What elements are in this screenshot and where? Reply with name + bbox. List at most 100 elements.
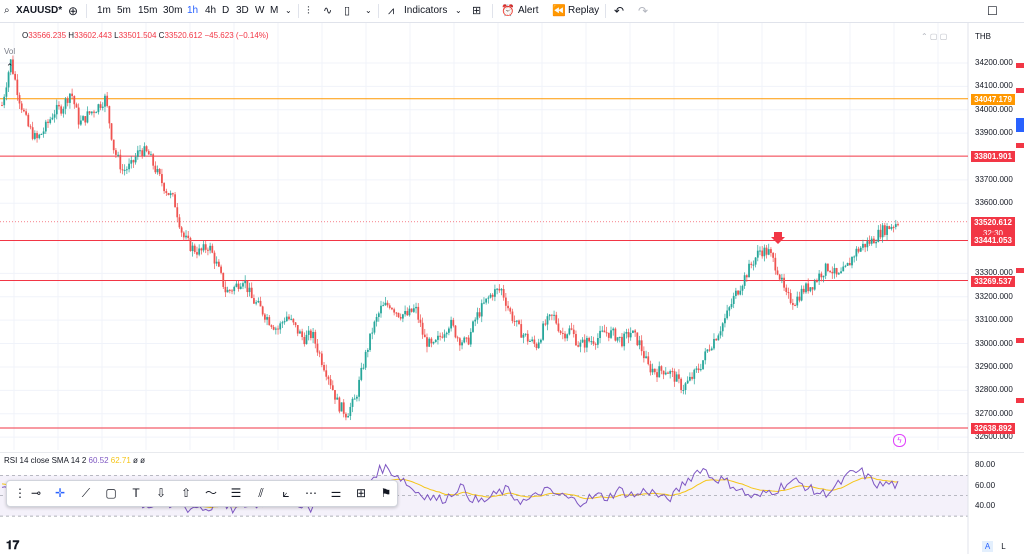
interval-15m[interactable]: 15m	[138, 5, 158, 16]
ohlc-value-c: 33520.612	[164, 31, 203, 40]
candle-body	[75, 104, 78, 108]
chevron-down-icon[interactable]: ⌄	[285, 6, 292, 15]
candle-body	[345, 413, 347, 418]
candle-body	[524, 333, 527, 335]
candle-body	[829, 271, 831, 273]
candle-body	[391, 307, 393, 310]
lightning-icon[interactable]: ϟ	[893, 434, 906, 447]
trend-line-icon[interactable]: ⟋	[81, 486, 91, 500]
candle-body	[450, 319, 452, 329]
candle-body	[437, 335, 439, 340]
candle-body	[388, 305, 391, 308]
candle-body	[121, 169, 124, 171]
candle-body	[616, 337, 619, 341]
crosshair-icon[interactable]: ✛	[54, 486, 66, 500]
add-symbol-icon[interactable]: ⊕	[68, 4, 79, 18]
interval-w[interactable]: W	[255, 5, 265, 16]
price-axis-tick: 33600.000	[975, 198, 1013, 208]
candle-body	[851, 256, 853, 266]
fib-fan-icon[interactable]: ⟀	[282, 486, 290, 500]
replay-button[interactable]: Replay	[568, 5, 600, 16]
arrow-down-icon[interactable]: ⇩	[155, 486, 167, 500]
candle-body	[445, 332, 448, 335]
indicators-button[interactable]: Indicators	[404, 5, 448, 16]
tradingview-logo: 𝟏𝟕	[6, 538, 20, 552]
countdown-timer: 32:30	[982, 228, 1004, 238]
pane-controls-icon[interactable]: ⌃ ▢ ▢	[921, 32, 948, 41]
redo-icon[interactable]: ↷	[638, 4, 649, 18]
candle-body	[320, 353, 323, 365]
candle-body	[419, 319, 422, 323]
alert-clock-icon[interactable]: ⏰	[501, 5, 515, 17]
interval-3d[interactable]: 3D	[236, 5, 249, 16]
candle-body	[95, 112, 98, 114]
candle-body	[152, 154, 155, 166]
interval-30m[interactable]: 30m	[163, 5, 183, 16]
log-scale-button[interactable]: L	[1001, 542, 1006, 551]
fullscreen-icon[interactable]: ☐	[987, 4, 998, 18]
currency-label[interactable]: THB	[975, 32, 991, 41]
symbol-search-icon[interactable]: ⌕	[4, 5, 10, 16]
parallel-channel-icon[interactable]: ⫽	[258, 486, 264, 500]
rectangle-icon[interactable]: ▢	[105, 486, 117, 500]
interval-m[interactable]: M	[270, 5, 279, 16]
symbol-name[interactable]: XAUUSD*	[16, 5, 63, 16]
candle-body	[16, 79, 19, 96]
candle-body	[489, 294, 492, 298]
candle-body	[509, 308, 512, 312]
text-icon[interactable]: T	[132, 486, 140, 500]
crosshair-box-icon[interactable]: ⊞	[355, 486, 367, 500]
candle-body	[645, 356, 647, 359]
candle-body	[49, 119, 52, 123]
fib-retracement-icon[interactable]: ⋯	[305, 486, 317, 500]
candle-body	[465, 337, 468, 339]
undo-icon[interactable]: ↶	[614, 4, 625, 18]
rail-marker	[1016, 118, 1024, 132]
price-chart[interactable]	[0, 0, 1024, 452]
collapse-legend-icon[interactable]: ⌃	[6, 62, 14, 72]
candle-style-icon[interactable]: ▯	[344, 5, 351, 17]
candle-body	[816, 280, 818, 282]
candle-body	[79, 120, 82, 125]
candle-body	[870, 238, 873, 244]
candle-body	[123, 169, 126, 171]
candle-body	[174, 194, 176, 208]
candle-body	[686, 380, 689, 384]
interval-d[interactable]: D	[222, 5, 230, 16]
interval-4h[interactable]: 4h	[205, 5, 217, 16]
candle-body	[355, 396, 358, 399]
candle-body	[423, 334, 426, 338]
flag-icon[interactable]: ⚑	[380, 486, 392, 500]
volume-label[interactable]: Vol	[4, 47, 16, 56]
path-icon[interactable]: 〜	[204, 486, 217, 500]
indicators-icon[interactable]: ⩘	[388, 5, 395, 17]
auto-scale-button[interactable]: A	[982, 541, 993, 552]
interval-5m[interactable]: 5m	[117, 5, 131, 16]
layouts-grid-icon[interactable]: ⊞	[472, 5, 482, 17]
candle-body	[380, 305, 382, 314]
settings-lines-icon[interactable]: ⚌	[330, 486, 342, 500]
chevron-down-icon[interactable]: ⌄	[365, 6, 372, 15]
candle-body	[599, 330, 601, 338]
drag-handle-icon[interactable]: ⋮	[14, 486, 26, 500]
candle-body	[640, 340, 643, 352]
interval-1m[interactable]: 1m	[97, 5, 111, 16]
interval-1h[interactable]: 1h	[187, 5, 199, 16]
cursor-crosshair-icon[interactable]: ⊸	[30, 486, 42, 500]
candle-body	[566, 334, 569, 339]
horizontal-lines-icon[interactable]: ☰	[230, 486, 242, 500]
candle-body	[430, 338, 433, 344]
replay-rewind-icon[interactable]: ⏪	[552, 5, 566, 17]
alert-button[interactable]: Alert	[518, 5, 539, 16]
candle-body	[272, 326, 275, 330]
candle-body	[502, 289, 505, 298]
candle-body	[724, 318, 726, 324]
price-tag-value: 34047.179	[974, 94, 1012, 104]
chevron-down-icon[interactable]: ⌄	[455, 6, 462, 15]
line-style-icon[interactable]: ∿	[323, 5, 333, 17]
candle-body	[621, 336, 623, 347]
candle-body	[189, 237, 192, 251]
bar-style-icon[interactable]: ⫶	[307, 5, 310, 17]
arrow-up-icon[interactable]: ⇧	[180, 486, 192, 500]
candle-body	[369, 333, 371, 350]
